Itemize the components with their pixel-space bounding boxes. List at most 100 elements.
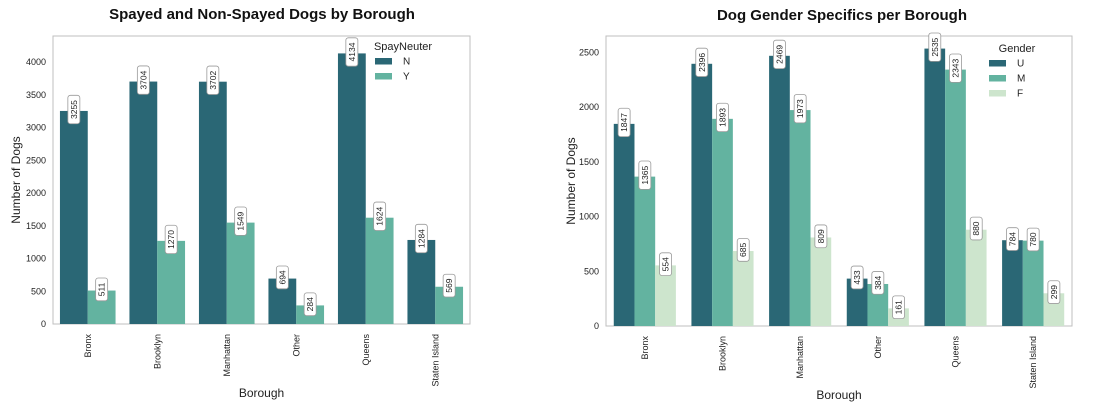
gender-data-label-manhattan-u: 2469 bbox=[774, 45, 784, 64]
gender-data-label-box bbox=[814, 224, 828, 249]
gender-data-label-box bbox=[850, 265, 864, 290]
spay-x-tick-label-bronx: Bronx bbox=[83, 334, 93, 358]
spay-data-label-box bbox=[136, 65, 150, 95]
gender-data-label-box bbox=[871, 271, 885, 295]
gender-data-label-other-u: 433 bbox=[852, 270, 862, 284]
chart-spay-neuter: Spayed and Non-Spayed Dogs by Borough 0 50… bbox=[9, 6, 471, 400]
spay-data-label-queens-n: 4134 bbox=[347, 42, 357, 61]
gender-data-label-staten-island-u: 784 bbox=[1007, 232, 1017, 246]
gender-bar-staten-island-u bbox=[1002, 240, 1023, 326]
gender-data-label-staten-island-m: 780 bbox=[1028, 232, 1038, 246]
gender-data-label-manhattan-m: 1973 bbox=[795, 99, 805, 118]
gender-bar-queens-m bbox=[945, 69, 966, 327]
gender-data-label-other-m: 384 bbox=[873, 275, 883, 289]
spay-data-label-staten-island-y: 569 bbox=[444, 278, 454, 292]
spay-data-label-other-n: 694 bbox=[277, 270, 287, 284]
gender-data-label-box bbox=[949, 53, 962, 83]
spay-bar-queens-y bbox=[365, 217, 394, 324]
gender-data-label-queens-u: 2535 bbox=[930, 37, 940, 56]
gender-x-tick-label-other: Other bbox=[873, 336, 883, 359]
gender-data-label-brooklyn-m: 1893 bbox=[718, 108, 728, 127]
spay-bar-manhattan-n bbox=[198, 81, 227, 324]
spay-data-label-staten-island-n: 1284 bbox=[416, 229, 426, 248]
spay-x-tick-label-brooklyn: Brooklyn bbox=[152, 334, 162, 369]
spay-y-tick-label: 3500 bbox=[26, 90, 46, 100]
gender-y-tick-label: 2000 bbox=[579, 102, 599, 112]
gender-data-label-other-f: 161 bbox=[894, 300, 904, 314]
spay-x-tick-label-manhattan: Manhattan bbox=[222, 334, 232, 377]
spay-x-tick-label-queens: Queens bbox=[361, 334, 371, 366]
gender-data-label-box bbox=[659, 252, 672, 277]
gender-data-label-staten-island-f: 299 bbox=[1049, 285, 1059, 299]
spay-data-label-box bbox=[67, 94, 81, 125]
spay-data-label-box bbox=[234, 206, 248, 236]
spay-x-tick-label-staten-island: Staten Island bbox=[430, 334, 440, 387]
gender-bar-manhattan-m bbox=[789, 110, 811, 326]
spay-y-axis-label: Number of Dogs bbox=[9, 136, 23, 223]
gender-data-label-box bbox=[773, 39, 786, 69]
spay-data-label-box bbox=[345, 37, 359, 67]
spay-data-label-box bbox=[206, 65, 220, 95]
gender-x-axis-label: Borough bbox=[816, 388, 861, 402]
spay-plot-frame bbox=[52, 35, 471, 325]
gender-y-axis-label: Number of Dogs bbox=[564, 137, 578, 224]
spay-data-label-box bbox=[303, 292, 317, 317]
gender-y-tick-label: 2500 bbox=[579, 47, 599, 57]
spay-data-label-box bbox=[442, 273, 456, 298]
spay-y-tick-label: 500 bbox=[31, 286, 46, 296]
spay-data-label-box bbox=[95, 277, 109, 302]
gender-bar-queens-u bbox=[924, 48, 946, 327]
spay-y-tick-label: 2500 bbox=[26, 155, 46, 165]
gender-data-label-box bbox=[617, 107, 631, 138]
gender-data-label-queens-m: 2343 bbox=[951, 58, 961, 77]
gender-bar-queens-f bbox=[965, 229, 987, 326]
gender-bar-bronx-m bbox=[634, 176, 656, 326]
spay-bar-brooklyn-n bbox=[129, 81, 158, 324]
spay-data-label-queens-y: 1624 bbox=[375, 207, 385, 226]
spay-data-label-manhattan-n: 3702 bbox=[208, 71, 218, 90]
spay-chart-title: Spayed and Non-Spayed Dogs by Borough bbox=[109, 6, 415, 23]
gender-chart-title: Dog Gender Specifics per Borough bbox=[717, 7, 967, 24]
spay-bar-brooklyn-y bbox=[157, 240, 186, 324]
gender-data-label-box bbox=[695, 47, 709, 77]
gender-x-tick-label-queens: Queens bbox=[951, 336, 961, 368]
spay-legend-swatch-n bbox=[375, 58, 392, 65]
gender-data-label-queens-f: 880 bbox=[971, 221, 981, 235]
spay-x-tick-label-other: Other bbox=[291, 334, 301, 357]
spay-data-label-box bbox=[275, 265, 289, 290]
gender-data-label-box bbox=[1026, 227, 1040, 252]
gender-data-label-box bbox=[1006, 227, 1019, 251]
spay-legend-label-n: N bbox=[403, 57, 410, 68]
gender-data-label-box bbox=[892, 295, 905, 320]
spay-data-label-bronx-y: 511 bbox=[97, 282, 107, 296]
spay-y-tick-label: 3000 bbox=[26, 123, 46, 133]
gender-y-tick-label: 1000 bbox=[579, 212, 599, 222]
gender-bar-staten-island-m bbox=[1022, 240, 1044, 326]
gender-legend-label-f: F bbox=[1017, 89, 1023, 100]
gender-data-label-box bbox=[969, 216, 983, 241]
spay-legend-swatch-y bbox=[375, 73, 392, 80]
gender-y-tick-label: 0 bbox=[594, 321, 599, 331]
gender-legend-label-m: M bbox=[1017, 74, 1025, 85]
gender-data-label-box bbox=[793, 94, 807, 124]
spay-y-tick-label: 0 bbox=[41, 319, 46, 329]
gender-x-tick-label-brooklyn: Brooklyn bbox=[718, 336, 728, 371]
spay-x-axis-label: Borough bbox=[239, 386, 284, 400]
gender-bar-other-u bbox=[846, 278, 868, 326]
spay-y-tick-label: 2000 bbox=[26, 188, 46, 198]
gender-bar-brooklyn-m bbox=[712, 118, 733, 326]
gender-data-label-brooklyn-f: 685 bbox=[738, 243, 748, 257]
spay-y-tick-label: 4000 bbox=[26, 57, 46, 67]
gender-plot-frame bbox=[605, 35, 1073, 327]
gender-data-label-bronx-m: 1365 bbox=[640, 165, 650, 184]
spay-y-tick-label: 1500 bbox=[26, 221, 46, 231]
gender-x-tick-label-manhattan: Manhattan bbox=[795, 336, 805, 379]
gender-bar-manhattan-u bbox=[769, 55, 790, 326]
gender-data-label-brooklyn-u: 2396 bbox=[697, 53, 707, 72]
spay-legend-label-y: Y bbox=[403, 72, 410, 83]
spay-data-label-box bbox=[373, 201, 387, 231]
gender-bar-bronx-f bbox=[655, 265, 676, 326]
spay-bar-queens-n bbox=[337, 53, 366, 324]
gender-data-label-bronx-u: 1847 bbox=[619, 113, 629, 132]
